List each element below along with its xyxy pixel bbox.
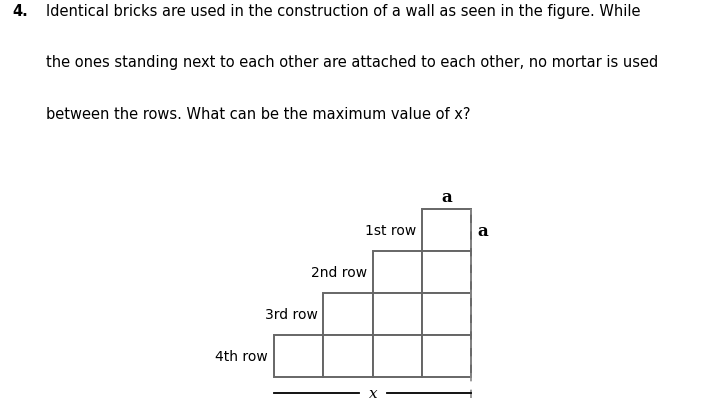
Text: 4.: 4. [13, 4, 28, 19]
Bar [324, 293, 373, 335]
Text: 2nd row: 2nd row [311, 265, 367, 279]
Bar [274, 335, 324, 377]
Text: a: a [477, 222, 488, 239]
Bar [422, 252, 471, 293]
Text: a: a [442, 189, 452, 206]
Bar [373, 252, 422, 293]
Bar [324, 335, 373, 377]
Text: the ones standing next to each other are attached to each other, no mortar is us: the ones standing next to each other are… [46, 55, 658, 70]
Text: between the rows. What can be the maximum value of x?: between the rows. What can be the maximu… [46, 106, 471, 121]
Bar [422, 335, 471, 377]
Bar [422, 293, 471, 335]
Bar [422, 209, 471, 252]
Bar [373, 293, 422, 335]
Bar [373, 335, 422, 377]
Text: x: x [368, 386, 377, 400]
Text: 3rd row: 3rd row [264, 307, 318, 321]
Text: Identical bricks are used in the construction of a wall as seen in the figure. W: Identical bricks are used in the constru… [46, 4, 641, 19]
Text: 1st row: 1st row [365, 224, 416, 238]
Text: 4th row: 4th row [215, 349, 268, 363]
